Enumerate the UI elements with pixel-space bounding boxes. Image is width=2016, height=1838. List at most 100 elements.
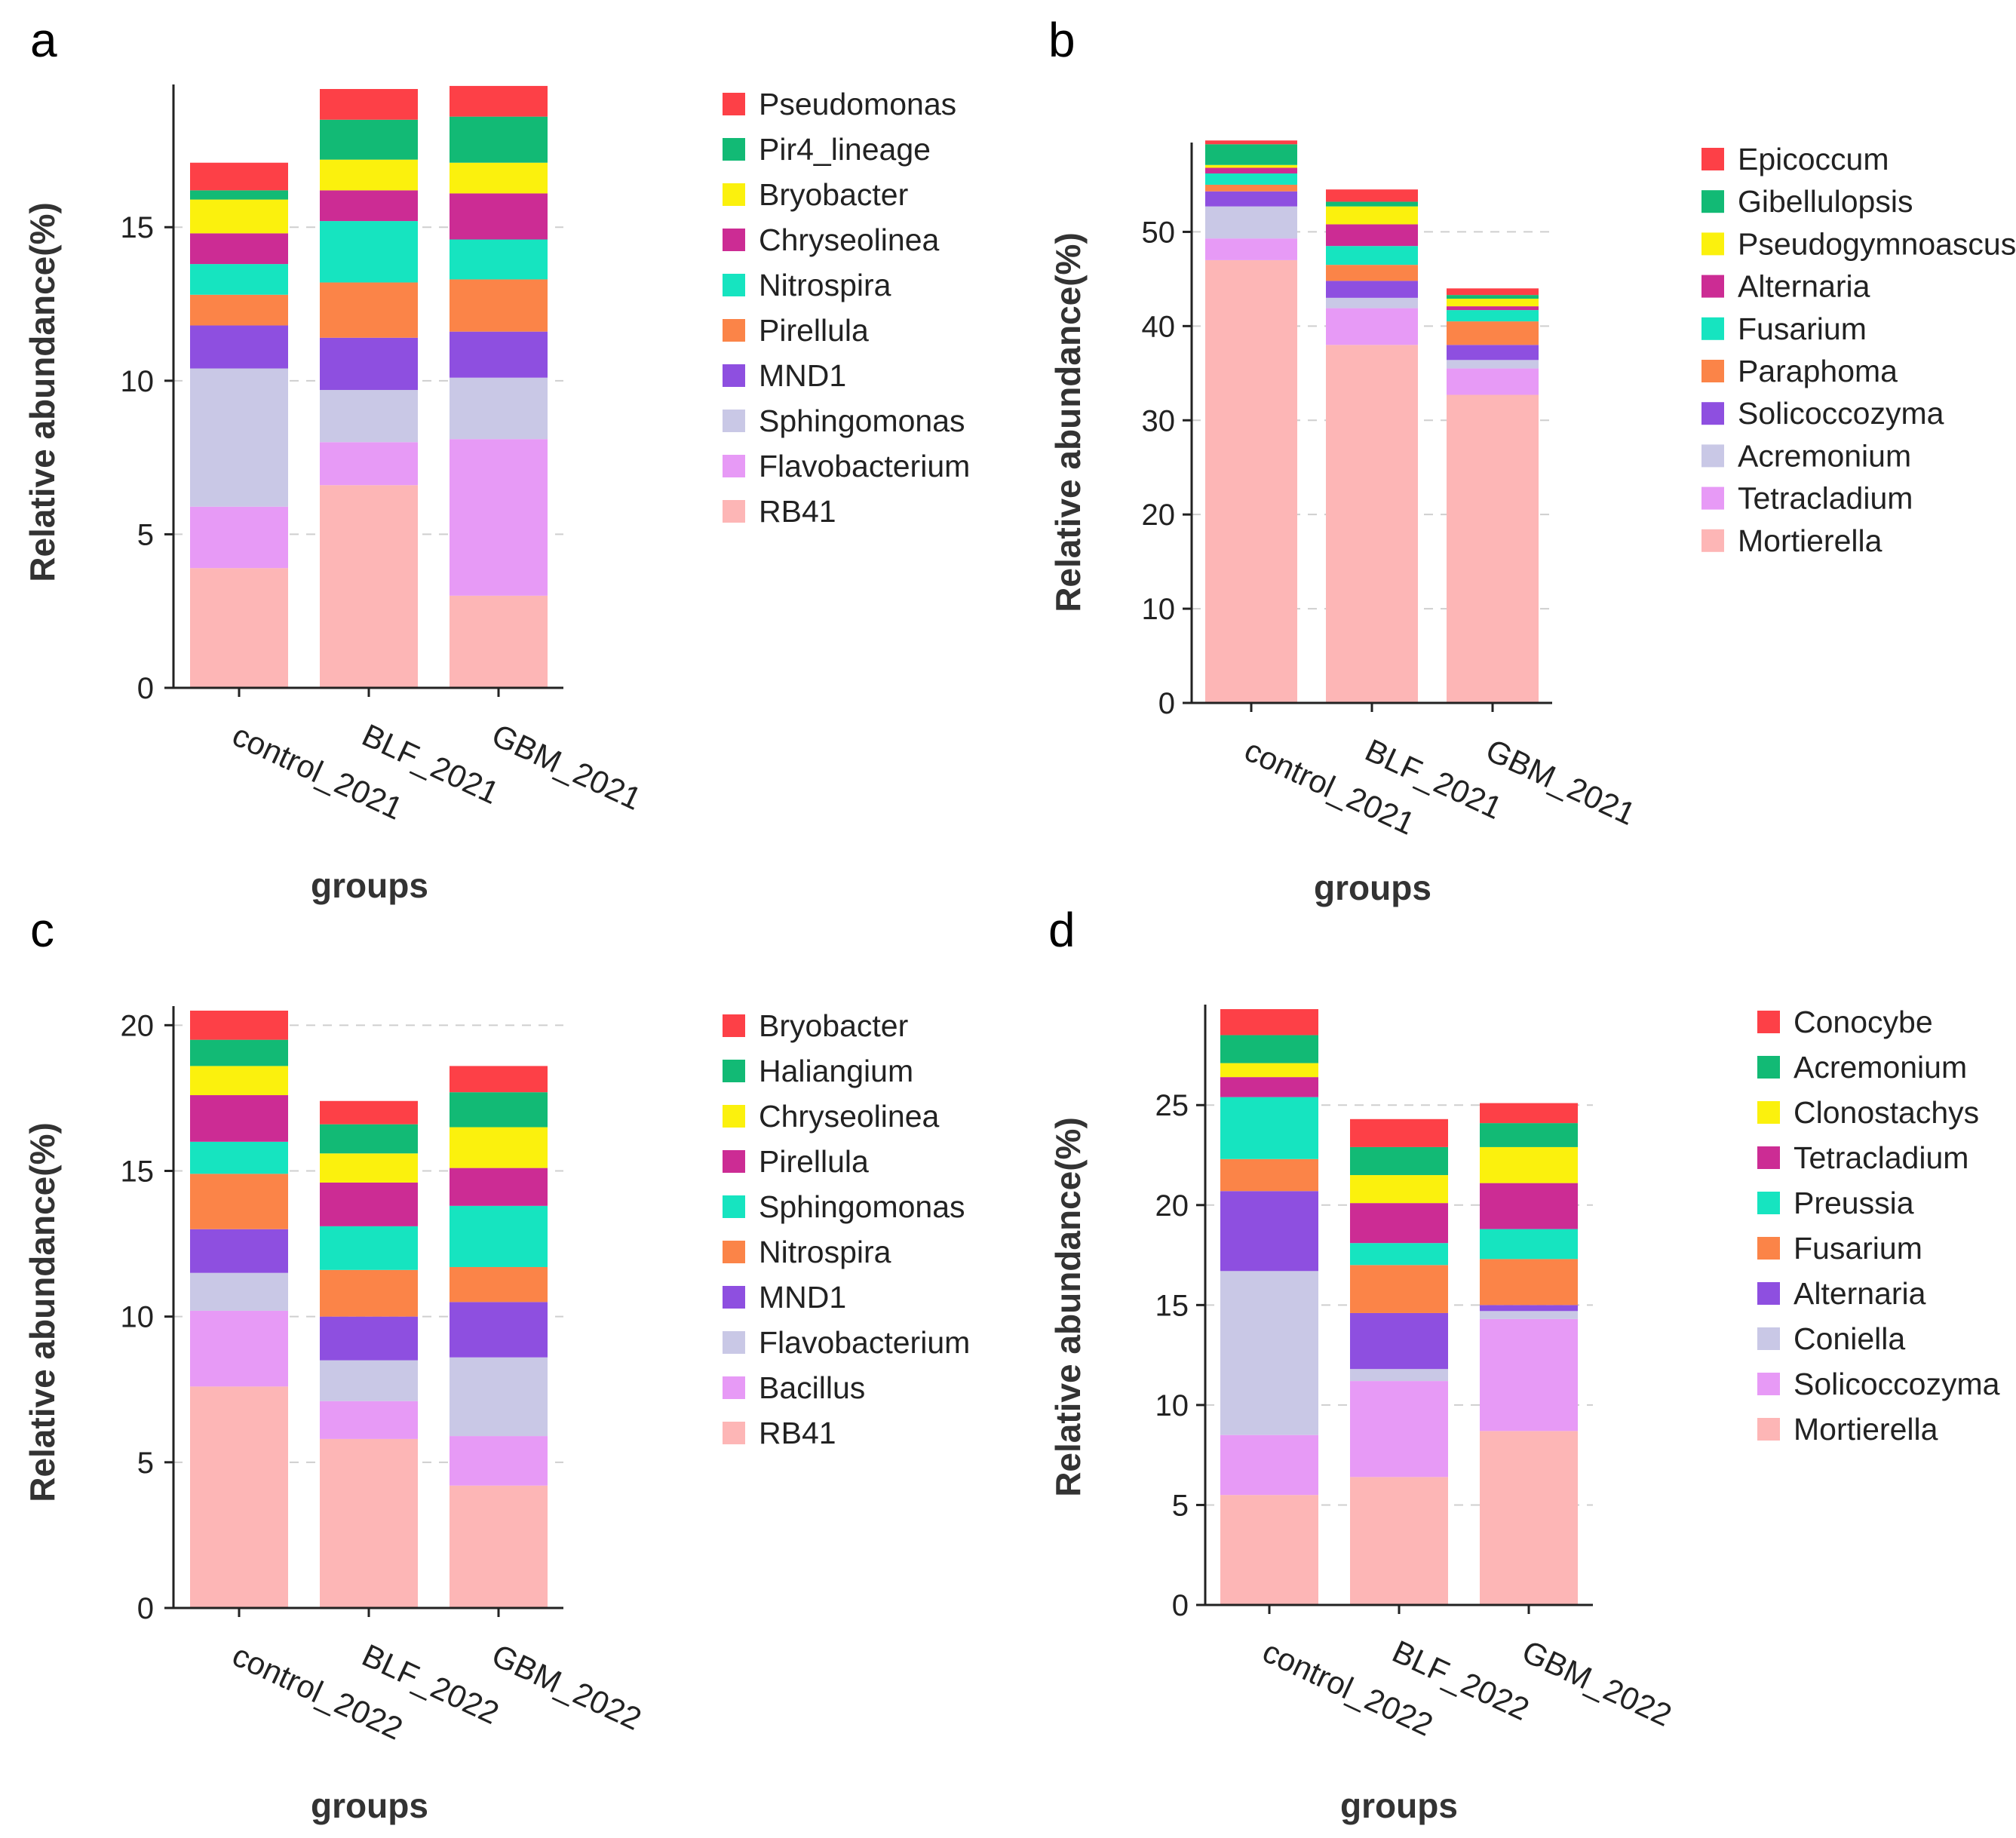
- y-tick-label: 20: [121, 1009, 155, 1042]
- bar-segment-Solicoccozyma: [1220, 1434, 1318, 1496]
- legend-swatch: [723, 1241, 745, 1263]
- bar-segment-Solicoccozyma: [1350, 1381, 1448, 1477]
- bar-segment-Chryseolinea: [450, 1127, 548, 1168]
- legend-swatch: [723, 1422, 745, 1444]
- bar-segment-Fusarium: [1447, 310, 1539, 322]
- bar-segment-Chryseolinea: [450, 193, 548, 240]
- legend-label: Paraphoma: [1738, 354, 1898, 388]
- bar-segment-Pseudomonas: [190, 162, 288, 191]
- legend-swatch: [1757, 1101, 1780, 1124]
- legend-label: Flavobacterium: [759, 1325, 970, 1360]
- legend-swatch: [1757, 1146, 1780, 1169]
- bar-segment-Alternaria: [1447, 306, 1539, 311]
- legend-label: Bacillus: [759, 1370, 865, 1405]
- bar-segment-MND1: [190, 1229, 288, 1273]
- bar-segment-Tetracladium: [1447, 368, 1539, 395]
- legend-swatch: [1701, 148, 1724, 170]
- legend-label: RB41: [759, 1416, 836, 1450]
- bar-segment-Sphingomonas: [320, 1226, 418, 1270]
- legend-swatch: [1757, 1192, 1780, 1214]
- x-tick-label: GBM_2022: [486, 1637, 646, 1737]
- legend-label: MND1: [759, 1280, 846, 1315]
- x-axis-title: groups: [311, 1786, 428, 1825]
- bar-segment-Alternaria: [1220, 1191, 1318, 1272]
- bar-segment-Nitrospira: [450, 1266, 548, 1303]
- bar-segment-Sphingomonas: [450, 1205, 548, 1267]
- bar-segment-Paraphoma: [1205, 184, 1297, 192]
- bar-segment-RB41: [190, 1386, 288, 1608]
- legend-label: Bryobacter: [759, 177, 908, 212]
- legend-label: Sphingomonas: [759, 404, 965, 438]
- legend-swatch: [1701, 232, 1724, 256]
- legend-swatch: [723, 364, 745, 387]
- bar-segment-RB41: [450, 1485, 548, 1608]
- bar-segment-Paraphoma: [1447, 321, 1539, 345]
- bar-segment-Fusarium: [1350, 1265, 1448, 1313]
- legend: Pseudomonas Pir4_lineage Bryobacter Chryseo…: [723, 87, 970, 529]
- bar-segment-Pirellula: [450, 1168, 548, 1206]
- bar-segment-Bryobacter: [450, 1066, 548, 1093]
- legend-label: Tetracladium: [1738, 481, 1913, 516]
- bar-segment-Paraphoma: [1326, 265, 1418, 281]
- bar-segment-Gibellulopsis: [1447, 295, 1539, 299]
- bar-segment-Nitrospira: [320, 1269, 418, 1317]
- bar-segment-Chryseolinea: [320, 1153, 418, 1183]
- legend-label: Mortierella: [1794, 1412, 1938, 1447]
- bar-segment-MND1: [450, 331, 548, 378]
- x-tick-label: GBM_2022: [1517, 1634, 1677, 1733]
- bar-segment-Nitrospira: [190, 1174, 288, 1229]
- bar-segment-MND1: [320, 337, 418, 391]
- bar-segment-Pir4_lineage: [190, 190, 288, 200]
- bar-segment-Solicoccozyma: [1447, 345, 1539, 361]
- panel-letter: c: [30, 903, 54, 957]
- bar-segment-Epicoccum: [1205, 140, 1297, 145]
- legend-label: Nitrospira: [759, 1235, 891, 1269]
- bar-segment-Tetracladium: [1326, 308, 1418, 345]
- legend: Epicoccum Gibellulopsis Pseudogymnoascus Al…: [1701, 142, 2016, 558]
- bar-segment-Chryseolinea: [320, 190, 418, 222]
- legend-label: Flavobacterium: [759, 449, 970, 483]
- bar-segment-Bacillus: [450, 1436, 548, 1486]
- legend-label: Pir4_lineage: [759, 132, 931, 167]
- bar-segment-Solicoccozyma: [1205, 191, 1297, 207]
- bar-segment-Clonostachys: [1350, 1175, 1448, 1204]
- bar-segment-Bryobacter: [450, 162, 548, 194]
- bar-segment-Nitrospira: [190, 264, 288, 295]
- legend-label: Coniella: [1794, 1321, 1905, 1356]
- bar-segment-Bryobacter: [320, 159, 418, 191]
- bar-segment-Mortierella: [1480, 1431, 1578, 1605]
- x-tick-label: GBM_2021: [1481, 732, 1640, 832]
- legend-label: Alternaria: [1794, 1276, 1926, 1311]
- legend-swatch: [1757, 1282, 1780, 1305]
- legend-label: Tetracladium: [1794, 1140, 1968, 1175]
- legend-label: Pirellula: [759, 1144, 869, 1179]
- y-tick-label: 5: [1172, 1489, 1189, 1522]
- y-tick-label: 10: [121, 365, 155, 398]
- legend-label: Solicoccozyma: [1794, 1367, 2000, 1401]
- legend-label: Pseudomonas: [759, 87, 956, 121]
- bar-segment-RB41: [320, 485, 418, 688]
- bar-segment-RB41: [190, 568, 288, 688]
- bar-segment-Nitrospira: [320, 221, 418, 283]
- legend-label: Alternaria: [1738, 269, 1870, 304]
- bar-segment-Alternaria: [1326, 224, 1418, 247]
- panel-letter: d: [1048, 903, 1076, 957]
- legend: Bryobacter Haliangium Chryseolinea Pirellul…: [723, 1008, 970, 1450]
- bar-segment-Coniella: [1220, 1271, 1318, 1435]
- y-tick-label: 10: [121, 1301, 155, 1334]
- bar-segment-Conocybe: [1350, 1118, 1448, 1147]
- y-tick-label: 10: [1155, 1389, 1189, 1422]
- bar-segment-MND1: [320, 1316, 418, 1361]
- bar-segment-Flavobacterium: [450, 439, 548, 596]
- legend-label: Sphingomonas: [759, 1189, 965, 1224]
- panel-d: d0510152025control_2022BLF_2022GBM_2022R…: [1048, 903, 2000, 1825]
- bar-segment-Alternaria: [1480, 1305, 1578, 1312]
- bar-segment-Clonostachys: [1220, 1063, 1318, 1078]
- bar-segment-Bryobacter: [190, 1011, 288, 1040]
- bar-segment-Sphingomonas: [190, 1141, 288, 1174]
- y-tick-label: 5: [137, 1447, 154, 1480]
- bar-segment-Mortierella: [1350, 1477, 1448, 1605]
- legend-swatch: [723, 410, 745, 432]
